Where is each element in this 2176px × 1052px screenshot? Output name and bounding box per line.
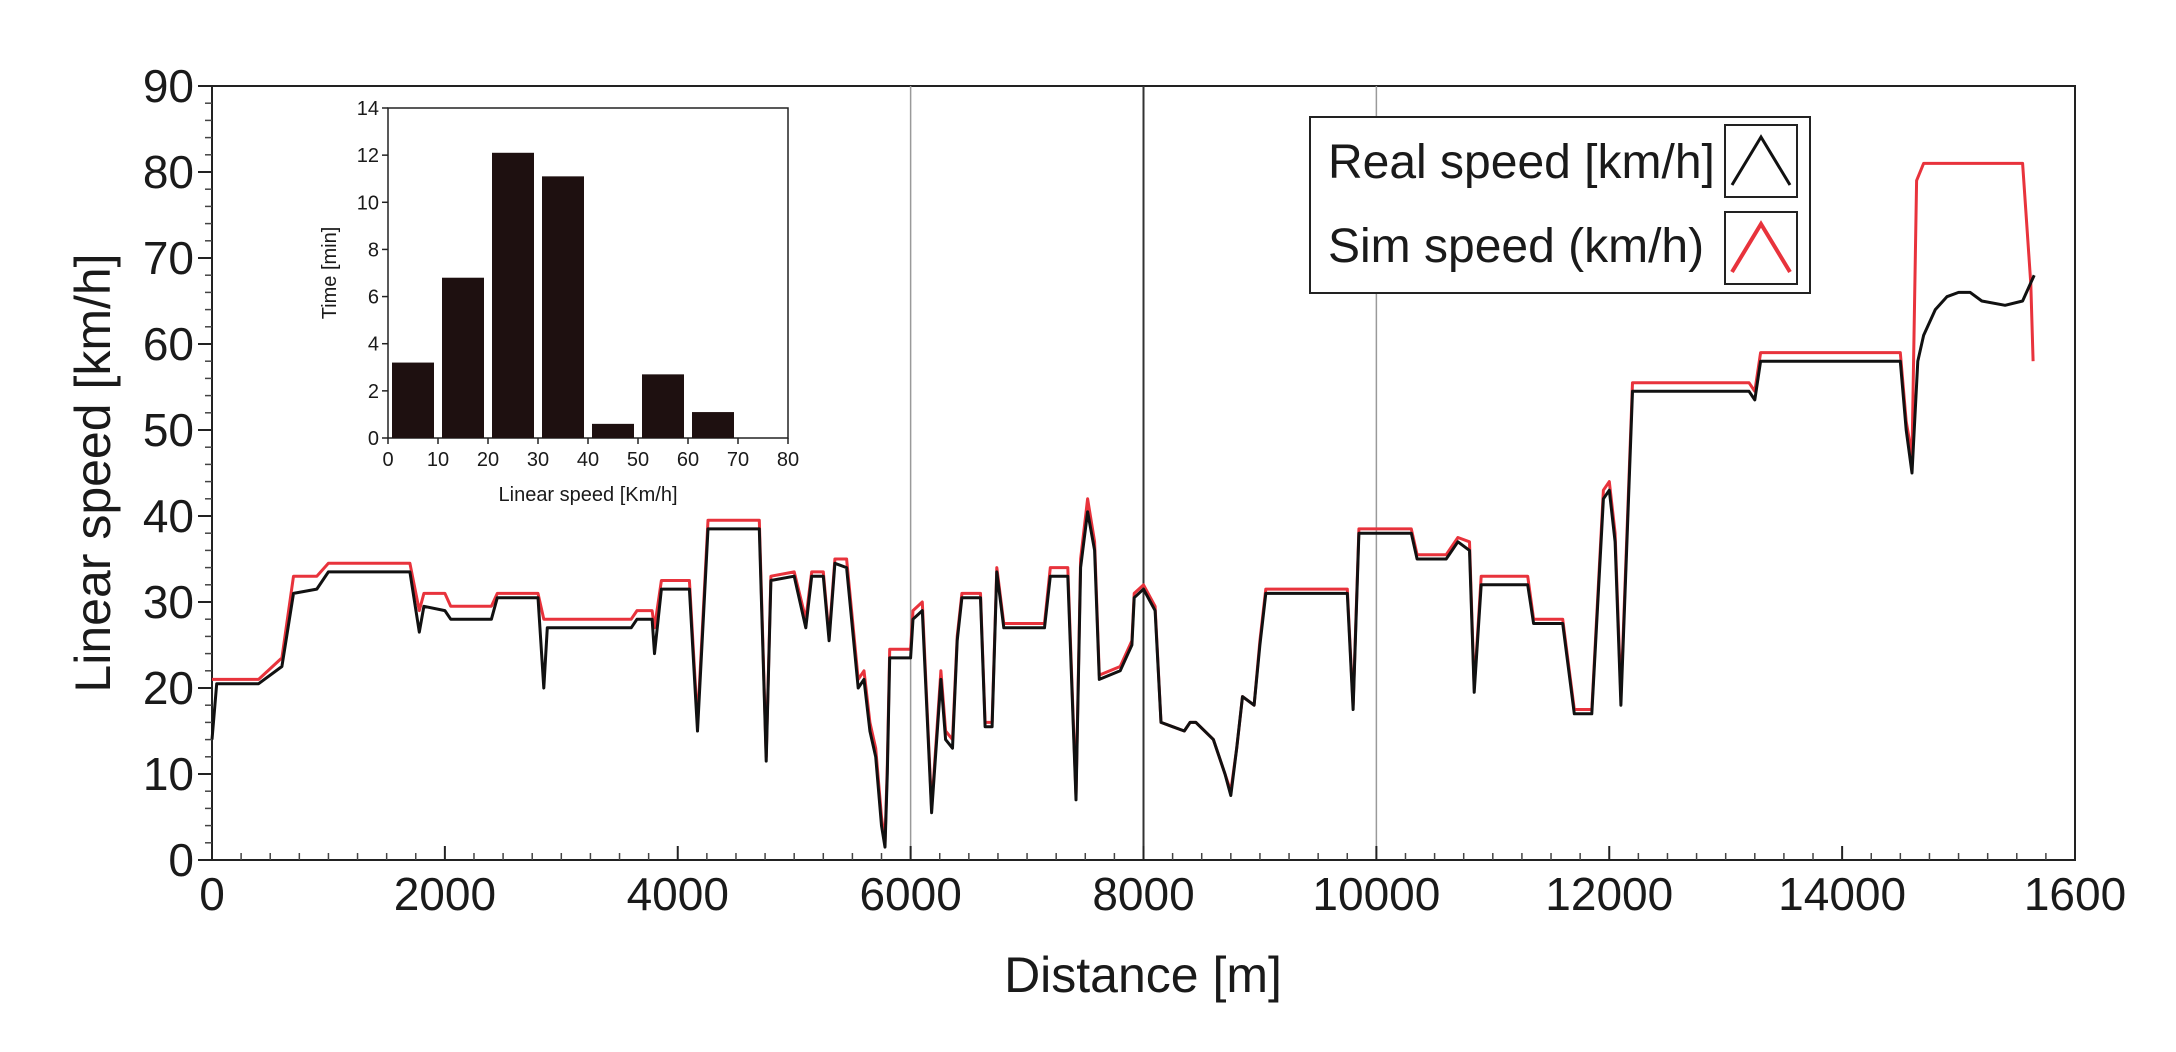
histogram-bar (692, 412, 734, 438)
inset-y-tick-label: 6 (368, 287, 379, 309)
histogram-bar (442, 277, 484, 438)
x-tick-label: 2000 (394, 868, 496, 920)
histogram-bar (592, 423, 634, 438)
y-tick-label: 20 (143, 662, 194, 714)
histogram-bar (392, 362, 434, 438)
x-tick-label: 6000 (859, 868, 961, 920)
y-tick-label: 60 (143, 318, 194, 370)
x-tick-label: 14000 (1778, 868, 1906, 920)
histogram-bar (492, 152, 534, 439)
y-tick-label: 70 (143, 232, 194, 284)
inset-x-tick-label: 20 (477, 449, 499, 471)
inset-x-tick-label: 60 (677, 449, 699, 471)
histogram-bar (642, 374, 684, 438)
legend-box (1309, 116, 1811, 294)
y-tick-label: 0 (168, 834, 194, 886)
legend-label-real-speed: Real speed [km/h] (1328, 136, 1715, 189)
legend-swatch-sim-line (1730, 220, 1792, 274)
inset-y-tick-label: 2 (368, 381, 379, 403)
inset-y-tick-label: 10 (357, 192, 379, 214)
series-line-real-speed (210, 274, 2036, 849)
inset-y-axis-title: Time [min] (319, 227, 341, 320)
inset-x-tick-label: 40 (577, 449, 599, 471)
legend-swatch-real-box (1724, 124, 1798, 198)
y-tick-label: 10 (143, 748, 194, 800)
x-tick-label: 1600 (2024, 868, 2126, 920)
y-tick-label: 30 (143, 576, 194, 628)
x-tick-label: 0 (199, 868, 225, 920)
inset-y-tick-label: 8 (368, 239, 379, 261)
x-tick-label: 12000 (1545, 868, 1673, 920)
inset-x-tick-label: 0 (382, 449, 393, 471)
inset-y-tick-label: 12 (357, 145, 379, 167)
histogram-bar (542, 176, 584, 438)
legend: Real speed [km/h] Sim speed (km/h) (1309, 116, 1811, 294)
inset-x-tick-label: 70 (727, 449, 749, 471)
inset-x-tick-label: 80 (777, 449, 799, 471)
legend-swatch-real-line (1730, 134, 1792, 186)
x-tick-label: 8000 (1092, 868, 1194, 920)
x-tick-label: 10000 (1312, 868, 1440, 920)
y-tick-label: 40 (143, 490, 194, 542)
x-tick-label: 4000 (627, 868, 729, 920)
inset-x-tick-label: 30 (527, 449, 549, 471)
inset-y-tick-label: 0 (368, 428, 379, 450)
y-tick-label: 50 (143, 404, 194, 456)
x-axis-title: Distance [m] (1004, 947, 1282, 1003)
y-tick-label: 90 (143, 60, 194, 112)
legend-label-sim-speed: Sim speed (km/h) (1328, 220, 1704, 273)
inset-x-tick-label: 10 (427, 449, 449, 471)
legend-swatch-sim-box (1724, 211, 1798, 285)
y-axis-title: Linear speed [km/h] (65, 253, 121, 692)
inset-y-tick-label: 4 (368, 334, 379, 356)
y-tick-label: 80 (143, 146, 194, 198)
inset-y-tick-label: 14 (357, 98, 379, 120)
inset-x-tick-label: 50 (627, 449, 649, 471)
inset-x-axis-title: Linear speed [Km/h] (499, 484, 678, 506)
